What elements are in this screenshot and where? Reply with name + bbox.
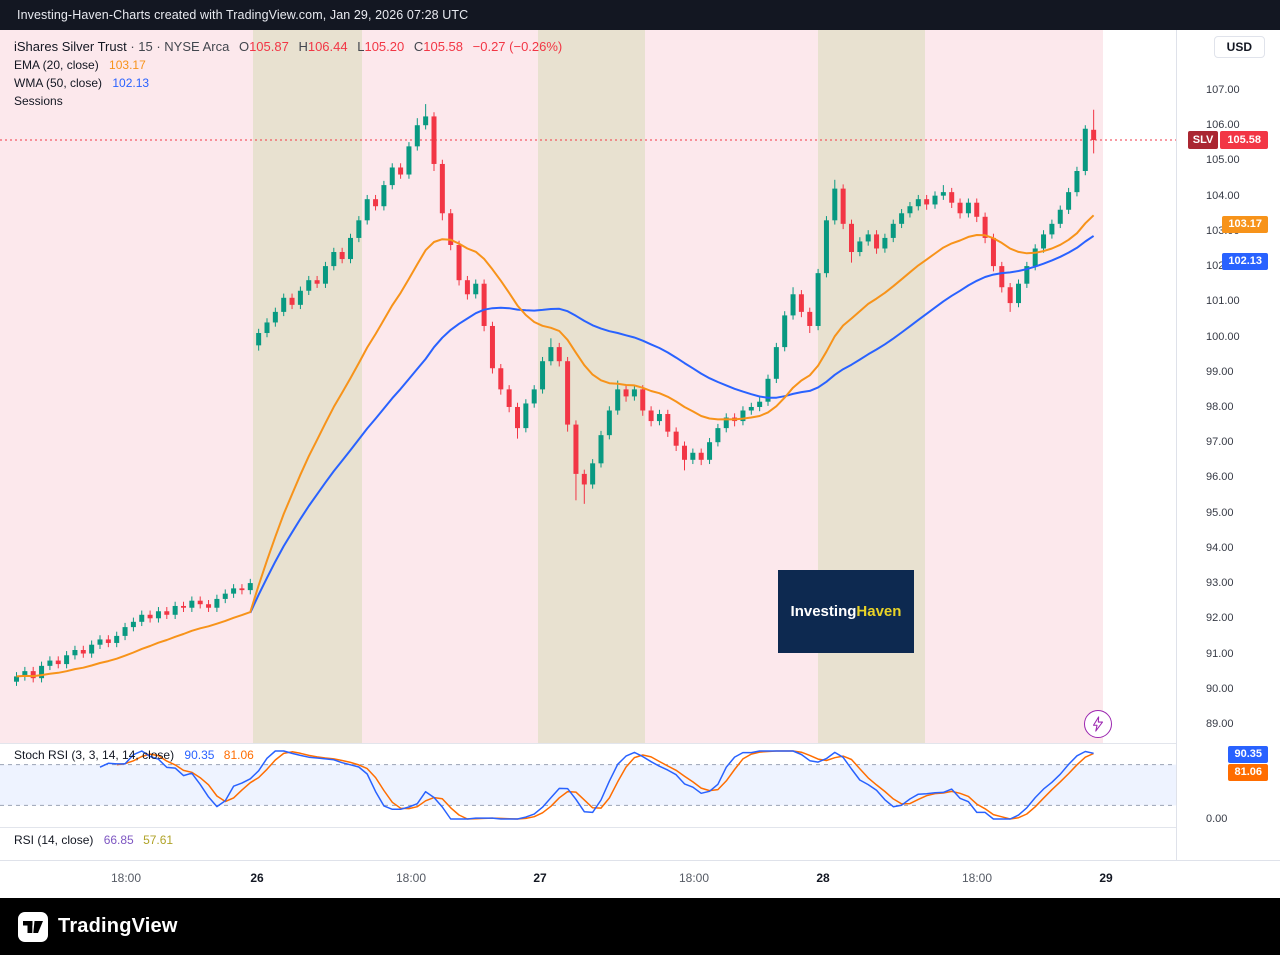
stoch-k-line (99, 750, 1094, 820)
session-band (0, 30, 253, 743)
pane-separator[interactable] (0, 827, 1176, 828)
topbar-title: Investing-Haven-Charts created with Trad… (17, 8, 469, 22)
time-axis-label: 18:00 (110, 871, 142, 885)
open-label: O (238, 39, 250, 54)
session-band (925, 30, 1103, 743)
time-axis[interactable]: 18:00 26 18:00 27 18:00 28 18:00 29 (0, 860, 1280, 898)
change-value: −0.27 (−0.26%) (472, 39, 563, 54)
investinghaven-watermark: Investing Haven (778, 570, 914, 653)
candlestick-chart-canvas[interactable] (0, 30, 1176, 743)
footer-bar: TradingView (0, 898, 1280, 955)
time-axis-label: 18:00 (678, 871, 710, 885)
time-axis-label: 28 (816, 871, 830, 885)
time-axis-label: 27 (533, 871, 547, 885)
last-price-badge: SLV 105.58 (1187, 131, 1268, 149)
stoch-d-badge: 81.06 (1228, 764, 1268, 781)
time-axis-label: 18:00 (395, 871, 427, 885)
close-value: 105.58 (423, 39, 464, 54)
low-value: 105.20 (364, 39, 405, 54)
wma-price-badge: 102.13 (1222, 253, 1268, 270)
chart-legend: iShares Silver Trust · 15 · NYSE Arca O1… (14, 38, 562, 110)
price-axis-label: 89.00 (1206, 717, 1234, 730)
pane-separator[interactable] (0, 743, 1176, 744)
rsi-value-b: 57.61 (143, 833, 174, 847)
close-label: C (413, 39, 424, 54)
sessions-label: Sessions (14, 94, 63, 108)
stoch-label: Stoch RSI (3, 3, 14, 14, close) (14, 748, 175, 762)
ema-value: 103.17 (109, 58, 146, 72)
price-axis-label: 100.00 (1206, 330, 1240, 343)
ticker-chip: SLV (1187, 131, 1219, 149)
stoch-d-line (116, 750, 1094, 820)
session-band (362, 30, 538, 743)
stoch-band-fill (0, 764, 1176, 806)
price-axis-label: 95.00 (1206, 506, 1234, 519)
currency-button[interactable]: USD (1213, 36, 1265, 58)
high-value: 106.44 (307, 39, 348, 54)
ema-line (16, 214, 1095, 678)
price-axis-label: 99.00 (1206, 365, 1234, 378)
price-axis-label: 96.00 (1206, 471, 1234, 484)
wma-line (249, 235, 1095, 614)
lightning-bolt-icon (1092, 716, 1104, 732)
symbol-meta: · 15 · NYSE Arca (130, 39, 230, 54)
price-axis-label: 105.00 (1206, 154, 1240, 167)
price-axis-label: 98.00 (1206, 400, 1234, 413)
price-axis-label: 92.00 (1206, 612, 1234, 625)
rsi-legend[interactable]: RSI (14, close) 66.85 57.61 (14, 833, 173, 847)
price-axis-label: 104.00 (1206, 189, 1240, 202)
ema-legend-row[interactable]: EMA (20, close) 103.17 (14, 56, 562, 74)
wma-value: 102.13 (112, 76, 150, 90)
last-price-chip: 105.58 (1220, 131, 1268, 149)
rsi-value-a: 66.85 (103, 833, 134, 847)
time-axis-label: 18:00 (961, 871, 993, 885)
stoch-d-value: 81.06 (223, 748, 254, 762)
watermark-text-bold: Investing (790, 603, 857, 620)
sessions-legend-row[interactable]: Sessions (14, 92, 562, 110)
open-value: 105.87 (249, 39, 289, 54)
price-axis-label: 97.00 (1206, 436, 1234, 449)
time-axis-label: 29 (1099, 871, 1113, 885)
price-axis-label: 101.00 (1206, 295, 1240, 308)
time-axis-label: 26 (250, 871, 264, 885)
price-axis-label: 94.00 (1206, 541, 1234, 554)
tradingview-logo-icon[interactable] (18, 911, 48, 942)
price-axis-label: 90.00 (1206, 682, 1234, 695)
ema-label: EMA (20, close) (14, 58, 99, 72)
stoch-k-value: 90.35 (184, 748, 215, 762)
price-axis-label: 93.00 (1206, 577, 1234, 590)
stoch-k-badge: 90.35 (1228, 746, 1268, 763)
stoch-rsi-pane-canvas[interactable] (0, 743, 1176, 827)
low-label: L (357, 39, 365, 54)
candles-series (14, 104, 1097, 686)
price-axis-label: 91.00 (1206, 647, 1234, 660)
high-label: H (298, 39, 308, 54)
tradingview-wordmark[interactable]: TradingView (58, 915, 178, 937)
flash-icon[interactable] (1084, 710, 1112, 738)
price-axis-label: 107.00 (1206, 84, 1240, 96)
price-axis[interactable]: 107.00106.00105.00104.00103.00102.00101.… (1176, 30, 1280, 860)
topbar: Investing-Haven-Charts created with Trad… (0, 0, 1280, 30)
ema-price-badge: 103.17 (1222, 216, 1268, 233)
price-axis-label: 106.00 (1206, 119, 1240, 132)
stoch-axis-zero-label: 0.00 (1206, 813, 1228, 825)
wma-label: WMA (50, close) (14, 76, 103, 90)
session-band (253, 30, 362, 743)
symbol-legend-row[interactable]: iShares Silver Trust · 15 · NYSE Arca O1… (14, 38, 562, 56)
stoch-rsi-legend[interactable]: Stoch RSI (3, 3, 14, 14, close) 90.35 81… (14, 748, 254, 762)
session-band (538, 30, 645, 743)
symbol-name[interactable]: iShares Silver Trust (14, 39, 127, 54)
rsi-label: RSI (14, close) (14, 833, 94, 847)
wma-legend-row[interactable]: WMA (50, close) 102.13 (14, 74, 562, 92)
watermark-text-accent: Haven (856, 603, 902, 620)
